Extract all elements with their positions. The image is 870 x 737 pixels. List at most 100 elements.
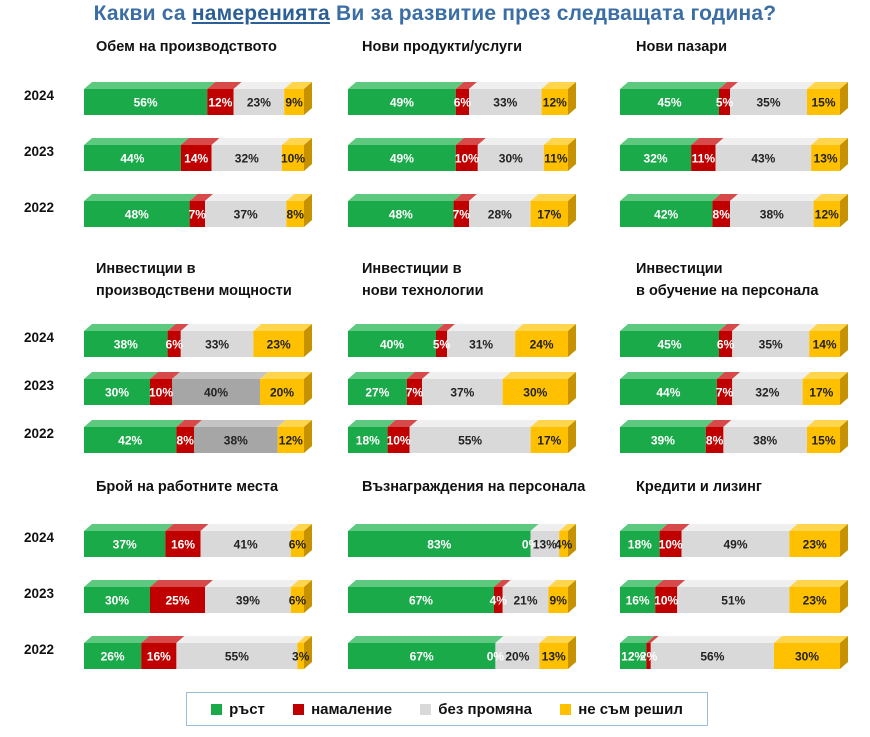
bar-segment-top-decrease (150, 580, 213, 587)
bar-segment-top-growth (348, 420, 396, 427)
bar-segment-top-decrease (406, 372, 431, 379)
bar-segment-growth (84, 587, 150, 613)
data-label-decrease: 12% (208, 96, 232, 110)
panel-title: Нови продукти/услуги (362, 39, 523, 55)
bar-segment-top-decrease (716, 372, 741, 379)
bar-segment-top-undecided (530, 194, 576, 201)
bar-segment-top-undecided (813, 194, 848, 201)
bar-segment-top-undecided (548, 580, 576, 587)
data-label-growth: 48% (389, 208, 413, 222)
data-label-growth: 40% (380, 338, 404, 352)
bar-segment-undecided (807, 427, 840, 453)
bar-segment-top-undecided (260, 372, 312, 379)
legend-item-undecided: не съм решил (560, 701, 683, 718)
data-label-undecided: 3% (292, 650, 310, 664)
bar-segment-top-undecided (277, 420, 312, 427)
data-label-undecided: 12% (279, 434, 303, 448)
data-label-decrease: 8% (713, 208, 731, 222)
bar-segment-undecided (286, 201, 304, 227)
bar-side-face (840, 420, 848, 453)
data-label-undecided: 4% (555, 538, 573, 552)
bar-side-face (568, 580, 576, 613)
bar-segment-top-no-change (730, 82, 815, 89)
bar-segment-top-no-change (233, 82, 293, 89)
bar-segment-top-growth (348, 82, 464, 89)
bar-2022: 42% 8% 38% 12% (620, 194, 848, 227)
bar-segment-top-undecided (559, 524, 576, 531)
data-label-growth: 48% (125, 208, 149, 222)
legend-swatch-no-change (420, 703, 432, 715)
data-label-no-change: 35% (756, 96, 780, 110)
bar-segment-decrease (691, 145, 716, 171)
bar-segment-decrease (165, 531, 201, 557)
bar-segment-top-no-change (211, 138, 290, 145)
data-label-growth: 45% (657, 96, 681, 110)
bar-segment-top-decrease (207, 82, 242, 89)
bar-segment-undecided (543, 145, 568, 171)
bar-side-face (304, 372, 312, 405)
data-label-undecided: 10% (281, 152, 305, 166)
year-label: 2022 (24, 200, 55, 215)
bar-segment-top-growth (84, 324, 176, 331)
bar-segment-top-undecided (297, 636, 312, 643)
bar-segment-top-no-change (530, 524, 568, 531)
bar-segment-growth (84, 427, 177, 453)
bar-segment-decrease (655, 587, 678, 613)
bar-segment-top-decrease (436, 324, 455, 331)
title-part-2: Ви за развитие през следващата година? (329, 2, 777, 25)
data-label-growth: 49% (390, 152, 414, 166)
data-label-decrease: 0% (522, 538, 540, 552)
bar-2023: 27% 7% 37% 30% (348, 372, 576, 405)
bar-segment-decrease (180, 145, 212, 171)
bar-segment-undecided (809, 331, 840, 357)
bar-segment-top-undecided (502, 372, 576, 379)
bar-2023: 44% 7% 32% 17% (620, 372, 848, 405)
bar-segment-top-no-change (205, 194, 295, 201)
bar-segment-top-undecided (290, 580, 312, 587)
bar-segment-top-growth (84, 420, 185, 427)
bar-segment-decrease (406, 379, 423, 405)
bar-segment-top-no-change (502, 580, 557, 587)
bar-side-face (304, 636, 312, 669)
bar-segment-top-decrease (705, 420, 732, 427)
bar-segment-top-undecided (802, 372, 848, 379)
bar-side-face (304, 324, 312, 357)
bar-2022: 48% 7% 28% 17% (348, 194, 576, 227)
data-label-undecided: 17% (537, 208, 561, 222)
data-label-undecided: 11% (544, 152, 568, 166)
bar-segment-top-no-change (176, 636, 306, 643)
bar-segment-decrease (189, 201, 205, 227)
bar-segment-top-undecided (539, 636, 576, 643)
bar-segment-decrease (716, 379, 733, 405)
bar-segment-top-growth (620, 324, 727, 331)
data-label-undecided: 9% (550, 594, 568, 608)
data-label-decrease: 4% (490, 594, 508, 608)
bar-segment-no-change (409, 427, 531, 453)
data-label-decrease: 10% (659, 538, 683, 552)
bar-segment-undecided (813, 201, 840, 227)
bar-2022: 67% 0% 20% 13% (348, 636, 576, 669)
bar-segment-no-change (650, 643, 774, 669)
bar-side-face (840, 636, 848, 669)
bar-segment-top-no-change (681, 524, 798, 531)
bar-segment-no-change (530, 531, 560, 557)
bar-segment-top-growth (348, 524, 539, 531)
bar-segment-top-growth (620, 636, 655, 643)
bar-segment-top-no-change (732, 324, 818, 331)
bar-2022: 18% 10% 55% 17% (348, 420, 576, 453)
bar-2024: 37% 16% 41% 6% (84, 524, 312, 557)
data-label-undecided: 24% (530, 338, 554, 352)
bar-segment-top-growth (620, 138, 700, 145)
bar-segment-growth (348, 89, 456, 115)
bar-segment-undecided (541, 89, 568, 115)
data-label-growth: 26% (101, 650, 125, 664)
bar-segment-top-decrease (165, 524, 209, 531)
bar-segment-top-no-change (469, 194, 539, 201)
bar-segment-no-change (477, 145, 544, 171)
bar-segment-no-change (715, 145, 812, 171)
bar-segment-no-change (730, 201, 814, 227)
bar-segment-top-decrease (493, 580, 511, 587)
data-label-undecided: 15% (811, 434, 835, 448)
data-label-no-change: 38% (753, 434, 777, 448)
bar-segment-top-growth (84, 524, 174, 531)
